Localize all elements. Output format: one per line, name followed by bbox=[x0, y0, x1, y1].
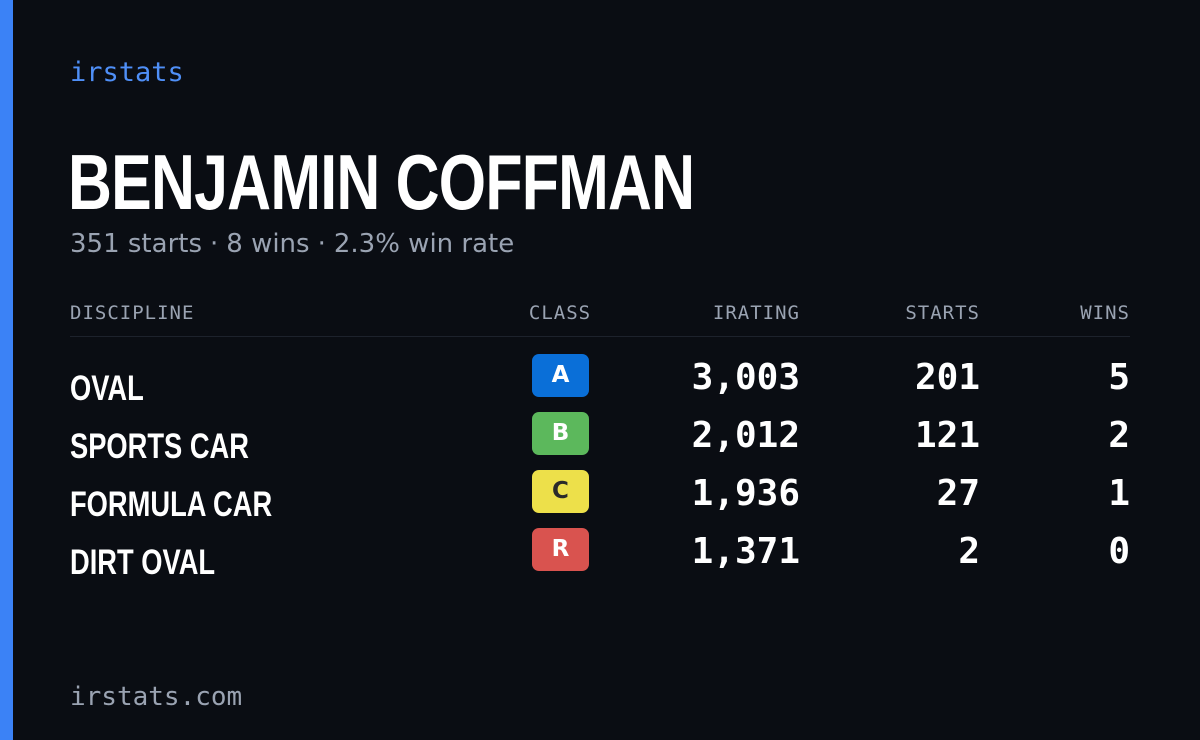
summary-starts: 351 starts bbox=[70, 229, 202, 259]
brand-logo[interactable]: irstats bbox=[70, 57, 184, 88]
discipline-label: FORMULA CAR bbox=[70, 485, 273, 524]
irating-value: 2,012 bbox=[691, 415, 800, 456]
header-discipline: DISCIPLINE bbox=[70, 302, 195, 324]
wins-value: 0 bbox=[1108, 531, 1130, 572]
summary-separator: · bbox=[210, 229, 219, 259]
table-header: DISCIPLINE CLASS IRATING STARTS WINS bbox=[70, 296, 1130, 337]
table-row: DIRT OVAL R 1,371 2 0 bbox=[70, 528, 1130, 586]
starts-value: 2 bbox=[958, 531, 980, 572]
discipline-label: OVAL bbox=[70, 369, 144, 408]
wins-value: 1 bbox=[1108, 473, 1130, 514]
class-badge: C bbox=[532, 470, 589, 513]
wins-value: 2 bbox=[1108, 415, 1130, 456]
irating-value: 1,936 bbox=[691, 473, 800, 514]
starts-value: 201 bbox=[914, 357, 980, 398]
driver-name: BENJAMIN COFFMAN bbox=[68, 138, 695, 226]
irating-value: 3,003 bbox=[691, 357, 800, 398]
discipline-label: DIRT OVAL bbox=[70, 543, 216, 582]
class-badge: A bbox=[532, 354, 589, 397]
table-row: FORMULA CAR C 1,936 27 1 bbox=[70, 470, 1130, 528]
class-badge: B bbox=[532, 412, 589, 455]
summary-separator: · bbox=[317, 229, 326, 259]
driver-summary: 351 starts · 8 wins · 2.3% win rate bbox=[70, 226, 514, 262]
header-class: CLASS bbox=[528, 302, 592, 324]
header-wins: WINS bbox=[1080, 302, 1130, 324]
stats-table: DISCIPLINE CLASS IRATING STARTS WINS OVA… bbox=[70, 296, 1130, 582]
starts-value: 121 bbox=[914, 415, 980, 456]
table-row: OVAL A 3,003 201 5 bbox=[70, 354, 1130, 412]
discipline-label: SPORTS CAR bbox=[70, 427, 249, 466]
irating-value: 1,371 bbox=[691, 531, 800, 572]
summary-wins: 8 wins bbox=[226, 229, 310, 259]
wins-value: 5 bbox=[1108, 357, 1130, 398]
summary-win-rate: 2.3% win rate bbox=[333, 229, 515, 259]
header-irating: IRATING bbox=[712, 302, 800, 324]
accent-bar bbox=[0, 0, 13, 740]
starts-value: 27 bbox=[936, 473, 980, 514]
class-badge: R bbox=[532, 528, 589, 571]
table-row: SPORTS CAR B 2,012 121 2 bbox=[70, 412, 1130, 470]
header-starts: STARTS bbox=[905, 302, 980, 324]
footer-site-link[interactable]: irstats.com bbox=[70, 682, 243, 712]
